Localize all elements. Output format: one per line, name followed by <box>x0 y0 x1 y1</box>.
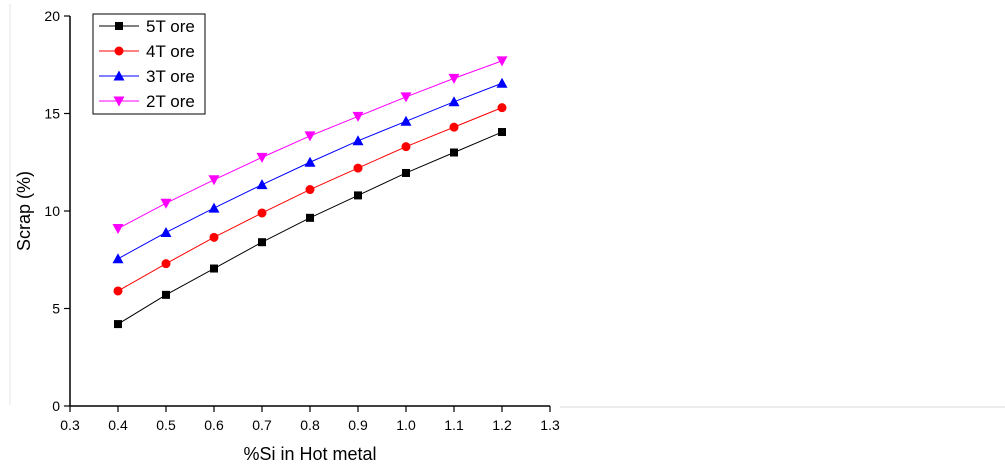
data-point-2t-ore <box>304 131 316 142</box>
data-point-5t-ore <box>162 290 170 299</box>
data-point-4t-ore <box>257 208 267 218</box>
legend-label-2t-ore: 2T ore <box>146 92 195 111</box>
legend: 5T ore 4T ore 3T ore 2T ore <box>92 13 206 115</box>
data-point-4t-ore <box>113 286 123 296</box>
data-point-5t-ore <box>402 168 410 177</box>
data-point-2t-ore <box>160 198 172 209</box>
legend-marker-2t-ore <box>113 96 125 107</box>
data-point-4t-ore <box>449 122 459 132</box>
x-tick-label: 1.0 <box>396 417 416 433</box>
data-point-2t-ore <box>208 175 220 186</box>
data-point-2t-ore <box>256 152 268 163</box>
legend-marker-4t-ore <box>114 46 124 56</box>
x-tick-label: 0.5 <box>156 417 176 433</box>
data-point-4t-ore <box>305 185 315 195</box>
series-marks <box>112 56 508 329</box>
x-ticks: 0.3 0.4 0.5 0.6 0.7 0.8 0.9 1.0 1.1 1.2 1.3 <box>60 406 560 433</box>
y-tick-label: 0 <box>52 398 60 414</box>
x-tick-label: 0.3 <box>60 417 80 433</box>
y-tick-label: 15 <box>44 106 60 122</box>
data-point-3t-ore <box>208 202 220 213</box>
data-point-4t-ore <box>497 103 507 113</box>
data-point-3t-ore <box>304 156 316 167</box>
x-tick-label: 1.2 <box>492 417 512 433</box>
y-tick-label: 5 <box>52 301 60 317</box>
data-point-3t-ore <box>448 96 460 107</box>
data-point-2t-ore <box>496 56 508 67</box>
data-point-5t-ore <box>354 191 362 200</box>
data-point-3t-ore <box>352 135 364 146</box>
legend-marker-3t-ore <box>113 70 125 81</box>
data-point-2t-ore <box>448 73 460 84</box>
data-point-5t-ore <box>258 238 266 247</box>
y-ticks: 0 5 10 15 20 <box>44 8 70 414</box>
data-point-4t-ore <box>353 163 363 173</box>
data-point-4t-ore <box>401 142 411 152</box>
data-point-5t-ore <box>498 128 506 137</box>
x-tick-label: 0.6 <box>204 417 224 433</box>
legend-marker-5t-ore <box>115 22 123 30</box>
data-point-5t-ore <box>306 213 314 222</box>
x-tick-label: 1.1 <box>444 417 464 433</box>
data-point-4t-ore <box>209 232 219 242</box>
legend-label-3t-ore: 3T ore <box>146 67 195 86</box>
data-point-4t-ore <box>161 259 171 269</box>
x-tick-label: 0.8 <box>300 417 320 433</box>
legend-label-5t-ore: 5T ore <box>146 17 195 36</box>
data-point-2t-ore <box>352 111 364 122</box>
x-tick-label: 0.7 <box>252 417 272 433</box>
y-tick-label: 20 <box>44 8 60 24</box>
data-point-3t-ore <box>256 179 268 190</box>
data-point-3t-ore <box>160 226 172 237</box>
x-tick-label: 0.9 <box>348 417 368 433</box>
x-tick-label: 1.3 <box>540 417 560 433</box>
data-point-3t-ore <box>112 253 124 264</box>
legend-label-4t-ore: 4T ore <box>146 42 195 61</box>
data-point-2t-ore <box>400 92 412 103</box>
data-point-3t-ore <box>496 77 508 88</box>
data-point-5t-ore <box>114 320 122 329</box>
y-tick-label: 10 <box>44 203 60 219</box>
legend-box <box>92 13 206 115</box>
y-axis-label: Scrap (%) <box>14 171 34 251</box>
data-point-3t-ore <box>400 115 412 126</box>
x-tick-label: 0.4 <box>108 417 128 433</box>
x-axis-label: %Si in Hot metal <box>243 444 376 464</box>
data-point-5t-ore <box>450 148 458 157</box>
data-point-5t-ore <box>210 264 218 273</box>
data-point-2t-ore <box>112 224 124 235</box>
